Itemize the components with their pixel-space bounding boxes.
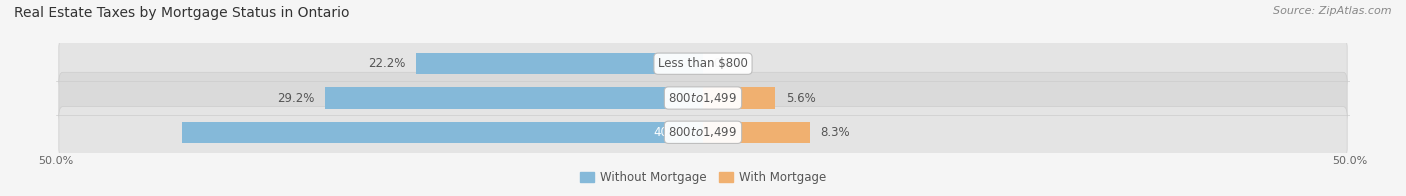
Text: Less than $800: Less than $800 xyxy=(658,57,748,70)
Bar xyxy=(703,87,776,109)
Text: $800 to $1,499: $800 to $1,499 xyxy=(668,91,738,105)
Text: 40.3%: 40.3% xyxy=(652,126,690,139)
FancyBboxPatch shape xyxy=(59,38,1347,89)
Text: 29.2%: 29.2% xyxy=(277,92,315,104)
Text: 5.6%: 5.6% xyxy=(786,92,815,104)
Bar xyxy=(181,122,703,143)
Bar xyxy=(703,122,810,143)
Text: $800 to $1,499: $800 to $1,499 xyxy=(668,125,738,139)
FancyBboxPatch shape xyxy=(59,72,1347,124)
Text: Real Estate Taxes by Mortgage Status in Ontario: Real Estate Taxes by Mortgage Status in … xyxy=(14,6,350,20)
Legend: Without Mortgage, With Mortgage: Without Mortgage, With Mortgage xyxy=(575,166,831,189)
Text: 0.0%: 0.0% xyxy=(713,57,742,70)
FancyBboxPatch shape xyxy=(59,107,1347,158)
Text: 8.3%: 8.3% xyxy=(821,126,851,139)
Bar xyxy=(416,53,703,74)
Text: 22.2%: 22.2% xyxy=(368,57,405,70)
Bar xyxy=(325,87,703,109)
Text: Source: ZipAtlas.com: Source: ZipAtlas.com xyxy=(1274,6,1392,16)
